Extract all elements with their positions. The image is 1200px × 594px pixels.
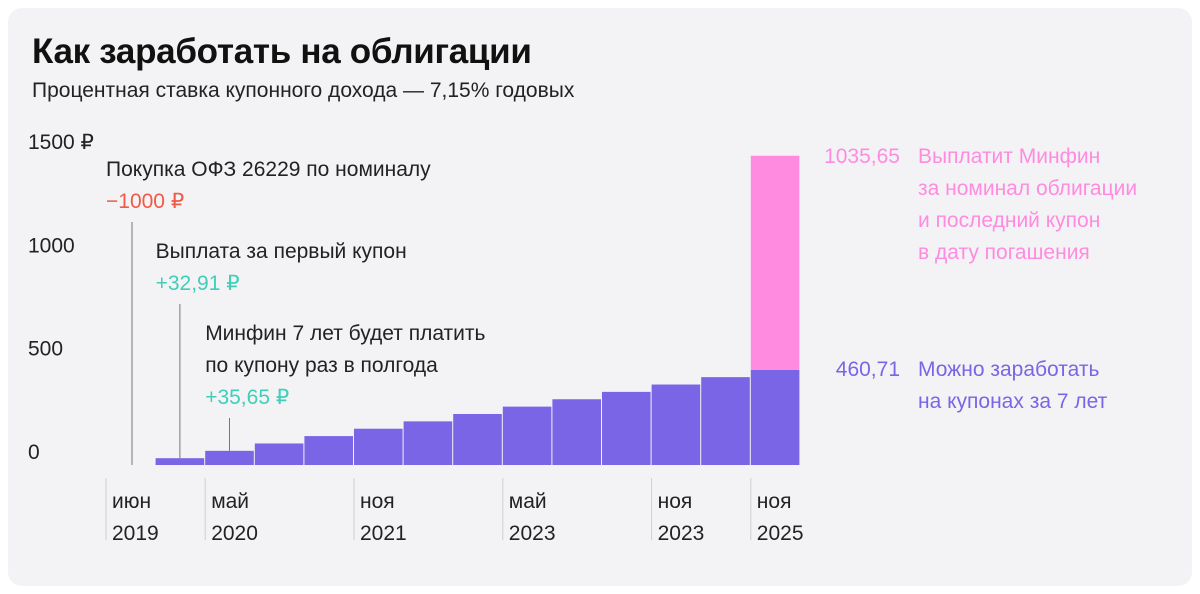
bar-coupon <box>354 428 403 465</box>
x-tick-label: май <box>211 490 249 513</box>
side-label: и последний купон <box>918 209 1100 232</box>
annotation-text: Выплата за первый купон <box>156 240 407 263</box>
x-tick-label: 2021 <box>360 522 407 545</box>
bar-coupon <box>155 458 205 465</box>
x-tick-label: 2023 <box>509 522 556 545</box>
side-label: на купонах за 7 лет <box>918 390 1108 413</box>
x-tick-label: 2020 <box>211 522 258 545</box>
side-value: 460,71 <box>836 358 900 381</box>
side-value: 1035,65 <box>824 145 900 168</box>
bar-coupon <box>701 377 750 465</box>
bar-chart: 0 500 1000 1500 ₽ июн 2019 май 2020 ноя 2021 май 20… <box>28 131 1137 545</box>
side-label: за номинал облигации <box>918 177 1137 200</box>
bar-nominal <box>750 155 800 370</box>
annotation-text: по купону раз в полгода <box>205 354 438 377</box>
y-tick-label: 0 <box>28 441 40 464</box>
annotation-value: +32,91 ₽ <box>156 272 240 295</box>
x-tick-label: 2023 <box>658 522 705 545</box>
bar-coupon <box>502 406 552 465</box>
x-tick-label: ноя <box>658 490 693 513</box>
x-tick-label: ноя <box>360 490 395 513</box>
bar-coupon <box>205 450 254 465</box>
bar-coupon <box>750 369 800 465</box>
bar-coupon <box>602 391 651 465</box>
chart-title: Как заработать на облигации <box>32 32 532 71</box>
bar-coupon <box>403 421 453 465</box>
x-tick-label: ноя <box>757 490 792 513</box>
annotation-text: Минфин 7 лет будет платить <box>205 322 485 345</box>
annotation-value: +35,65 ₽ <box>205 386 289 409</box>
bar-coupon <box>254 443 304 465</box>
chart-card: Как заработать на облигации Процентная с… <box>8 8 1192 586</box>
bar-coupon <box>552 399 601 465</box>
side-label: Выплатит Минфин <box>918 145 1100 168</box>
bar-coupon <box>453 413 502 465</box>
chart-subtitle: Процентная ставка купонного дохода — 7,1… <box>32 79 575 102</box>
bar-coupon <box>304 436 353 465</box>
y-tick-label: 1000 <box>28 234 75 257</box>
x-tick-label: 2025 <box>757 522 804 545</box>
side-label: в дату погашения <box>918 241 1090 264</box>
side-label: Можно заработать <box>918 358 1099 381</box>
annotation-text: Покупка ОФЗ 26229 по номиналу <box>106 158 431 181</box>
bar-coupon <box>651 384 701 465</box>
x-tick-label: май <box>509 490 547 513</box>
x-tick-label: июн <box>112 490 151 513</box>
y-tick-label: 500 <box>28 338 63 361</box>
y-tick-label: 1500 ₽ <box>28 131 94 154</box>
annotation-value: −1000 ₽ <box>106 190 184 213</box>
x-tick-label: 2019 <box>112 522 159 545</box>
